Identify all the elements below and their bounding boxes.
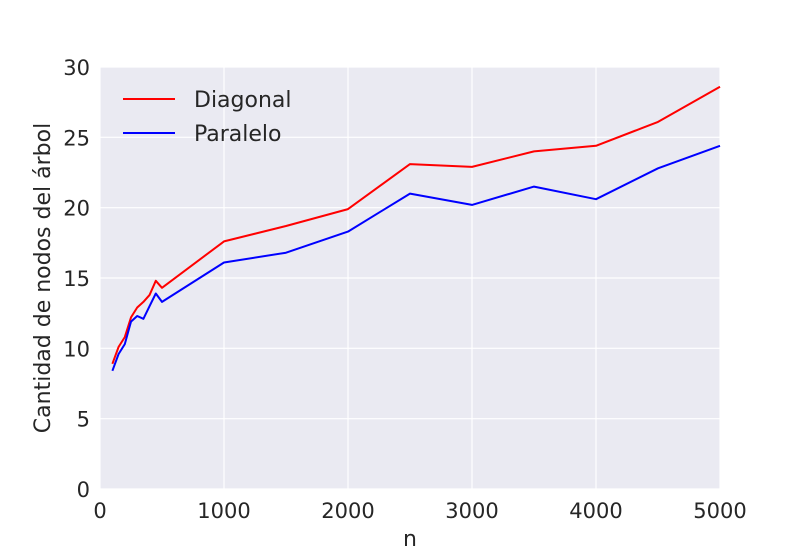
x-tick-label: 0 (93, 499, 106, 523)
x-axis-ticks: 0 1000 2000 3000 4000 5000 (93, 499, 746, 523)
y-tick-label: 30 (63, 56, 90, 80)
series-lines (111, 85, 721, 372)
grid-lines (99, 66, 721, 490)
legend-label-diagonal: Diagonal (194, 88, 292, 113)
y-axis-ticks: 0 5 10 15 20 25 30 (63, 56, 90, 502)
y-axis-label: Cantidad de nodos del árbol (31, 123, 56, 433)
y-tick-label: 5 (77, 408, 90, 432)
x-tick-label: 1000 (197, 499, 250, 523)
x-tick-label: 2000 (321, 499, 374, 523)
x-tick-label: 4000 (569, 499, 622, 523)
y-tick-label: 15 (63, 267, 90, 291)
y-tick-label: 20 (63, 197, 90, 221)
y-tick-label: 25 (63, 126, 90, 150)
legend-label-paralelo: Paralelo (194, 122, 282, 147)
legend: Diagonal Paralelo (123, 88, 292, 147)
x-axis-label: n (403, 527, 417, 550)
series-line-paralelo (111, 144, 721, 372)
x-tick-label: 5000 (693, 499, 746, 523)
series-line-diagonal (111, 85, 721, 365)
y-tick-label: 0 (77, 478, 90, 502)
y-tick-label: 10 (63, 337, 90, 361)
x-tick-label: 3000 (445, 499, 498, 523)
